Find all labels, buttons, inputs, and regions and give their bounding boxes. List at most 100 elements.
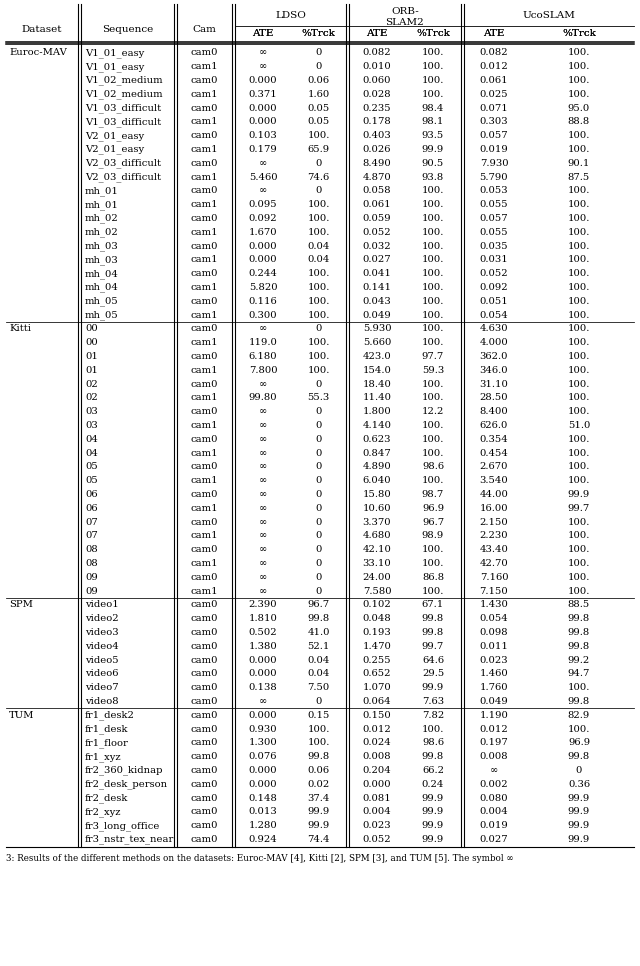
Text: 96.9: 96.9 — [422, 504, 444, 513]
Text: LDSO: LDSO — [275, 11, 306, 19]
Text: 7.50: 7.50 — [307, 683, 330, 693]
Text: 4.000: 4.000 — [479, 338, 508, 347]
Text: 100.: 100. — [422, 311, 444, 320]
Text: 0.04: 0.04 — [307, 255, 330, 265]
Text: 100.: 100. — [422, 228, 444, 237]
Text: V1_02_medium: V1_02_medium — [85, 75, 163, 85]
Text: ∞: ∞ — [259, 186, 267, 195]
Text: cam0: cam0 — [191, 821, 218, 830]
Text: 99.9: 99.9 — [422, 808, 444, 816]
Text: 100.: 100. — [307, 131, 330, 140]
Text: ATE: ATE — [366, 30, 388, 39]
Text: ∞: ∞ — [259, 448, 267, 458]
Text: 0: 0 — [576, 766, 582, 775]
Text: 0.052: 0.052 — [363, 835, 391, 844]
Text: 0.052: 0.052 — [363, 228, 391, 237]
Text: 99.8: 99.8 — [422, 614, 444, 623]
Text: 0.031: 0.031 — [479, 255, 508, 265]
Text: 0.051: 0.051 — [479, 297, 508, 306]
Text: ∞: ∞ — [259, 490, 267, 499]
Text: 0.023: 0.023 — [480, 656, 508, 665]
Text: 0.049: 0.049 — [479, 697, 508, 706]
Text: 100.: 100. — [422, 242, 444, 250]
Text: 5.790: 5.790 — [480, 173, 508, 182]
Text: ATE: ATE — [483, 30, 505, 39]
Text: 100.: 100. — [307, 283, 330, 292]
Text: cam1: cam1 — [191, 173, 218, 182]
Text: video6: video6 — [85, 669, 118, 678]
Text: cam1: cam1 — [191, 90, 218, 99]
Text: 09: 09 — [85, 573, 98, 582]
Text: 1.430: 1.430 — [479, 601, 508, 610]
Text: 0.847: 0.847 — [363, 448, 392, 458]
Text: 7.930: 7.930 — [480, 158, 508, 168]
Text: cam1: cam1 — [191, 531, 218, 540]
Text: cam0: cam0 — [191, 724, 218, 733]
Text: 100.: 100. — [568, 408, 590, 416]
Text: 43.40: 43.40 — [479, 545, 508, 554]
Text: 100.: 100. — [568, 311, 590, 320]
Text: TUM: TUM — [9, 711, 35, 720]
Text: 0.178: 0.178 — [363, 118, 392, 127]
Text: V2_03_difficult: V2_03_difficult — [85, 172, 161, 182]
Text: cam0: cam0 — [191, 76, 218, 85]
Text: 0: 0 — [316, 408, 322, 416]
Text: 100.: 100. — [568, 435, 590, 443]
Text: 100.: 100. — [568, 463, 590, 471]
Text: 1.460: 1.460 — [479, 669, 508, 678]
Text: 0.924: 0.924 — [248, 835, 277, 844]
Text: 0: 0 — [316, 573, 322, 582]
Text: 10.60: 10.60 — [363, 504, 391, 513]
Text: 8.490: 8.490 — [363, 158, 392, 168]
Text: 04: 04 — [85, 448, 98, 458]
Text: 98.1: 98.1 — [422, 118, 444, 127]
Text: 99.9: 99.9 — [568, 490, 590, 499]
Text: cam0: cam0 — [191, 463, 218, 471]
Text: 1.800: 1.800 — [363, 408, 392, 416]
Text: 98.7: 98.7 — [422, 490, 444, 499]
Text: 99.2: 99.2 — [568, 656, 590, 665]
Text: 82.9: 82.9 — [568, 711, 590, 720]
Text: cam0: cam0 — [191, 270, 218, 278]
Text: 0.060: 0.060 — [363, 76, 391, 85]
Text: 0.082: 0.082 — [480, 48, 508, 57]
Text: 99.9: 99.9 — [568, 808, 590, 816]
Text: 0.053: 0.053 — [480, 186, 508, 195]
Text: 100.: 100. — [568, 228, 590, 237]
Text: ∞: ∞ — [259, 504, 267, 513]
Text: video5: video5 — [85, 656, 118, 665]
Text: 99.9: 99.9 — [568, 835, 590, 844]
Text: 4.890: 4.890 — [363, 463, 392, 471]
Text: 0.103: 0.103 — [248, 131, 277, 140]
Text: 1.300: 1.300 — [248, 738, 277, 748]
Text: 100.: 100. — [422, 559, 444, 568]
Text: 08: 08 — [85, 545, 98, 554]
Text: 1.810: 1.810 — [248, 614, 277, 623]
Text: 31.10: 31.10 — [479, 380, 508, 388]
Text: ATE: ATE — [366, 30, 388, 39]
Text: 0.000: 0.000 — [249, 242, 277, 250]
Text: cam0: cam0 — [191, 490, 218, 499]
Text: cam0: cam0 — [191, 545, 218, 554]
Text: 0.032: 0.032 — [363, 242, 391, 250]
Text: 98.9: 98.9 — [422, 531, 444, 540]
Text: 0.300: 0.300 — [249, 311, 277, 320]
Text: 0: 0 — [316, 435, 322, 443]
Text: 0: 0 — [316, 48, 322, 57]
Text: 0.064: 0.064 — [363, 697, 391, 706]
Text: 0.403: 0.403 — [363, 131, 392, 140]
Text: SPM: SPM — [9, 601, 33, 610]
Text: cam1: cam1 — [191, 504, 218, 513]
Text: 0.150: 0.150 — [363, 711, 392, 720]
Text: V2_03_difficult: V2_03_difficult — [85, 158, 161, 168]
Text: 64.6: 64.6 — [422, 656, 444, 665]
Text: 06: 06 — [85, 490, 98, 499]
Text: 0.012: 0.012 — [479, 62, 508, 71]
Text: 100.: 100. — [422, 338, 444, 347]
Text: 0.059: 0.059 — [363, 214, 391, 223]
Text: 0: 0 — [316, 463, 322, 471]
Text: 97.7: 97.7 — [422, 352, 444, 361]
Text: 0.010: 0.010 — [363, 62, 392, 71]
Text: 0.05: 0.05 — [307, 103, 330, 113]
Text: 0: 0 — [316, 380, 322, 388]
